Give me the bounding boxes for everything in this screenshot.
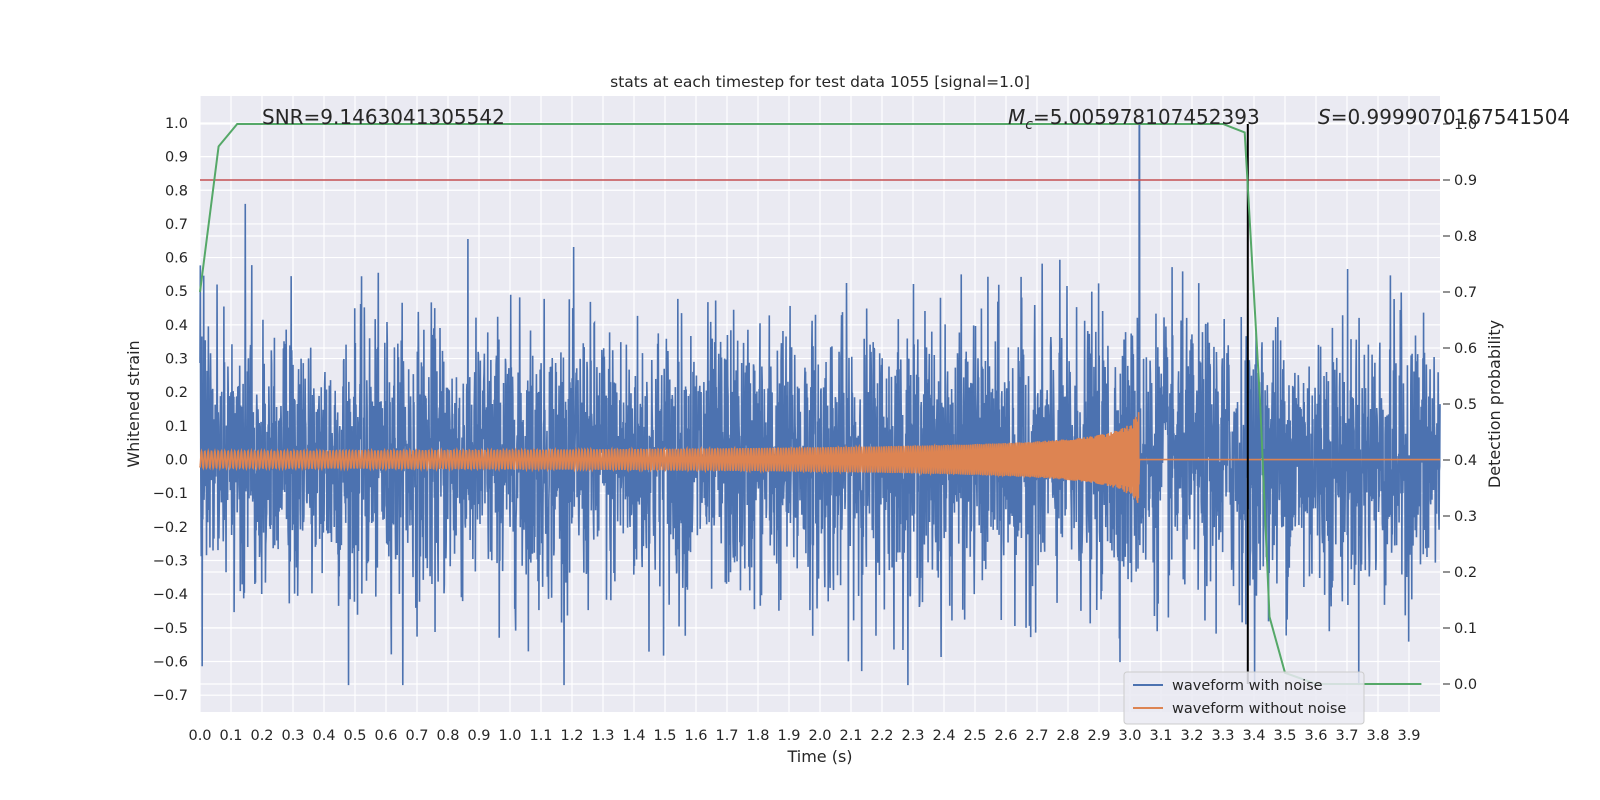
- x-tick-label: 1.2: [560, 728, 583, 744]
- legend: waveform with noise waveform without noi…: [1123, 671, 1365, 725]
- y-tick-label: 0.0: [165, 453, 188, 469]
- y-tick-label: −0.1: [153, 486, 188, 502]
- x-tick-label: 3.8: [1366, 728, 1389, 744]
- y-tick-label: −0.5: [153, 621, 188, 637]
- x-tick-label: 2.6: [994, 728, 1017, 744]
- s-annotation: S=0.9999070167541504: [1318, 105, 1570, 129]
- x-tick-label: 0.6: [374, 728, 397, 744]
- y2-tick-label: 1.0: [1454, 117, 1477, 133]
- x-tick-label: 1.5: [653, 728, 676, 744]
- chirp-mass-annotation: Mc=5.005978107452393: [1008, 105, 1260, 133]
- y2-tick-label: 0.7: [1454, 285, 1477, 301]
- x-tick-label: 3.2: [1180, 728, 1203, 744]
- y-tick-label: −0.3: [153, 554, 188, 570]
- y-tick-label: 0.4: [165, 318, 188, 334]
- x-tick-label: 3.4: [1242, 728, 1265, 744]
- y-tick-label: 0.6: [165, 251, 188, 267]
- x-axis-label: Time (s): [786, 747, 852, 766]
- y2-tick-label: 0.1: [1454, 621, 1477, 637]
- x-tick-label: 3.6: [1304, 728, 1327, 744]
- legend-label-clean: waveform without noise: [1172, 701, 1346, 717]
- x-tick-label: 1.8: [746, 728, 769, 744]
- x-ticks: 0.0 0.1 0.2 0.3 0.4 0.5 0.6 0.7 0.8 0.9 1.0 1.1 1.2 1…: [188, 728, 1420, 744]
- x-tick-label: 2.3: [901, 728, 924, 744]
- y-tick-label: 0.9: [165, 150, 188, 166]
- snr-annotation: SNR=9.1463041305542: [262, 105, 505, 129]
- y-tick-label: 0.3: [165, 352, 188, 368]
- y-ticks: −0.7 −0.6 −0.5 −0.4 −0.3 −0.2 −0.1 0.0 0.1 0.2 0.3…: [153, 116, 188, 704]
- y2-tick-label: 0.9: [1454, 173, 1477, 189]
- x-tick-label: 2.9: [1087, 728, 1110, 744]
- x-tick-label: 0.9: [467, 728, 490, 744]
- y-tick-label: 0.8: [165, 183, 188, 199]
- chart-title: stats at each timestep for test data 105…: [610, 73, 1030, 91]
- x-tick-label: 3.3: [1211, 728, 1234, 744]
- x-tick-label: 2.7: [1025, 728, 1048, 744]
- s-symbol: S: [1318, 105, 1331, 129]
- mc-subscript: c: [1025, 117, 1033, 133]
- y2-tick-label: 0.0: [1454, 677, 1477, 693]
- clean-waveform-line: [199, 412, 1440, 503]
- x-tick-label: 1.4: [622, 728, 645, 744]
- s-value: =0.9999070167541504: [1331, 105, 1570, 129]
- y-tick-label: 0.1: [165, 419, 188, 435]
- y2-tick-label: 0.4: [1454, 453, 1477, 469]
- x-tick-label: 2.2: [870, 728, 893, 744]
- x-tick-label: 3.5: [1273, 728, 1296, 744]
- y2-tick-label: 0.8: [1454, 229, 1477, 245]
- y2-axis-label: Detection probability: [1485, 320, 1504, 488]
- x-tick-label: 2.8: [1056, 728, 1079, 744]
- x-tick-label: 1.1: [529, 728, 552, 744]
- x-tick-label: 3.7: [1335, 728, 1358, 744]
- x-tick-label: 1.3: [591, 728, 614, 744]
- x-tick-label: 3.9: [1397, 728, 1420, 744]
- y-tick-label: 0.2: [165, 385, 188, 401]
- y2-tick-label: 0.3: [1454, 509, 1477, 525]
- y-tick-label: −0.6: [153, 655, 188, 671]
- x-tick-label: 0.2: [250, 728, 273, 744]
- series-waveform-without-noise: [199, 412, 1440, 503]
- y-tick-label: −0.4: [153, 587, 188, 603]
- y-tick-label: 0.5: [165, 284, 188, 300]
- y-tick-label: −0.2: [153, 520, 188, 536]
- legend-label-noise: waveform with noise: [1172, 678, 1323, 694]
- x-tick-label: 1.0: [498, 728, 521, 744]
- x-tick-label: 1.7: [715, 728, 738, 744]
- y2-tick-label: 0.6: [1454, 341, 1477, 357]
- x-tick-label: 2.1: [839, 728, 862, 744]
- y2-tick-label: 0.2: [1454, 565, 1477, 581]
- x-tick-label: 0.0: [188, 728, 211, 744]
- mc-symbol: M: [1008, 105, 1025, 129]
- x-tick-label: 0.3: [281, 728, 304, 744]
- y2-ticks: 0.0 0.1 0.2 0.3 0.4 0.5 0.6 0.7 0.8 0.9 1.0: [1443, 117, 1477, 693]
- x-tick-label: 0.8: [436, 728, 459, 744]
- x-tick-label: 0.1: [219, 728, 242, 744]
- y-tick-label: −0.7: [153, 688, 188, 704]
- x-tick-label: 0.7: [405, 728, 428, 744]
- x-tick-label: 0.4: [312, 728, 335, 744]
- x-tick-label: 1.6: [684, 728, 707, 744]
- y2-tick-label: 0.5: [1454, 397, 1477, 413]
- x-tick-label: 2.5: [963, 728, 986, 744]
- x-tick-label: 0.5: [343, 728, 366, 744]
- mc-value: =5.005978107452393: [1033, 105, 1260, 129]
- y-axis-label: Whitened strain: [124, 340, 143, 467]
- x-tick-label: 2.0: [808, 728, 831, 744]
- y-tick-label: 0.7: [165, 217, 188, 233]
- x-tick-label: 3.0: [1118, 728, 1141, 744]
- legend-box: [1123, 671, 1365, 725]
- y-tick-label: 1.0: [165, 116, 188, 132]
- x-tick-label: 1.9: [777, 728, 800, 744]
- x-tick-label: 3.1: [1149, 728, 1172, 744]
- x-tick-label: 2.4: [932, 728, 955, 744]
